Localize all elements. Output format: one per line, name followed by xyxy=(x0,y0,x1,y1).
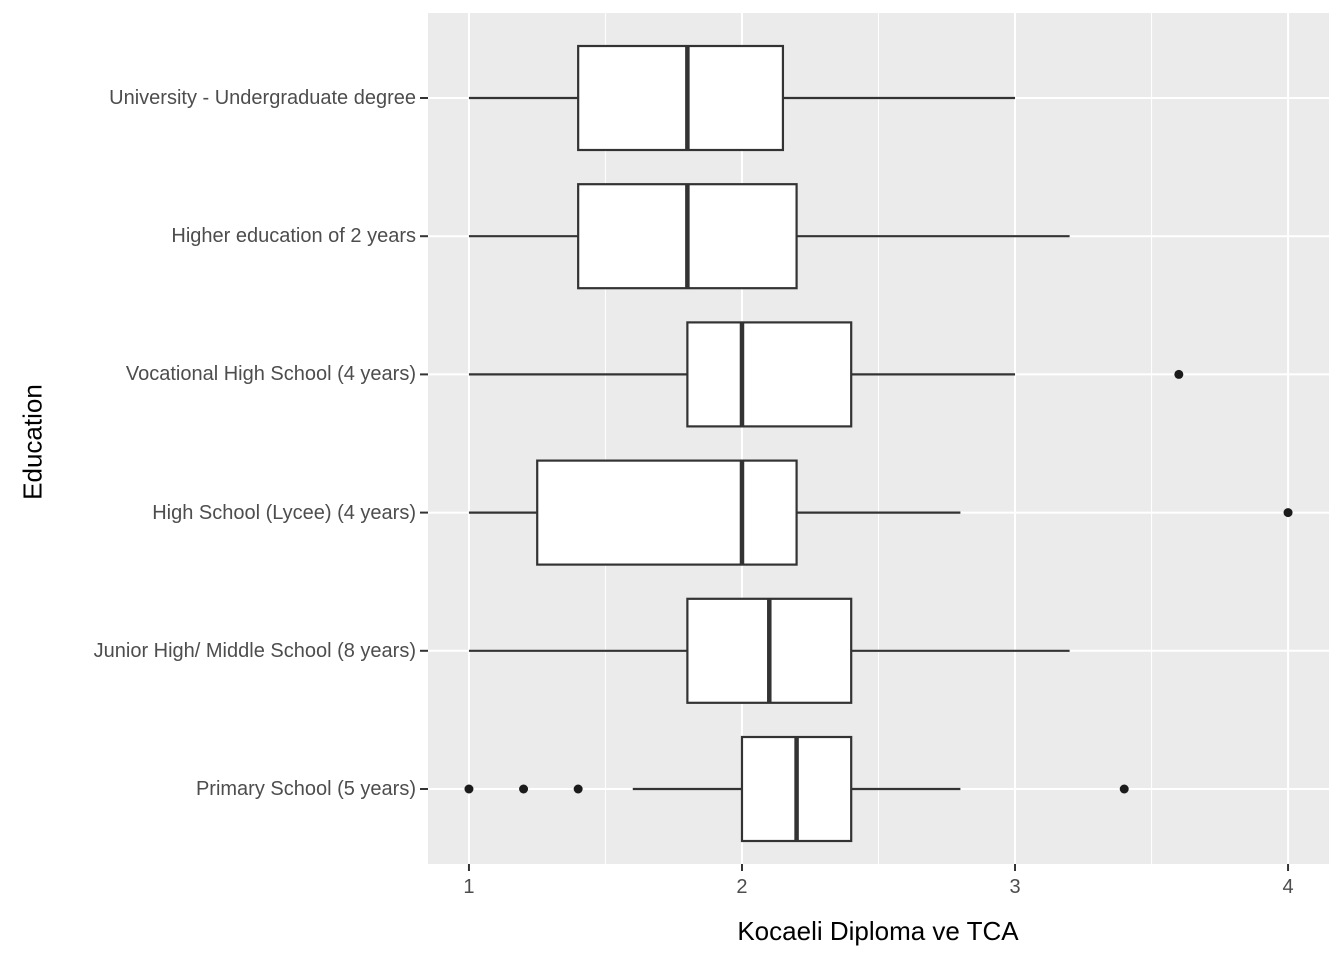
y-tick-label: Higher education of 2 years xyxy=(171,225,416,248)
y-tick-label: Primary School (5 years) xyxy=(195,778,416,800)
outlier-point xyxy=(1174,369,1184,379)
x-tick-label: 3 xyxy=(1009,876,1021,898)
box-iqr xyxy=(577,44,785,152)
x-tick-label: 4 xyxy=(1282,876,1294,898)
y-tick-label: University - Undergraduate degree xyxy=(109,87,416,109)
outlier-point xyxy=(1119,784,1129,794)
y-tick-label: High School (Lycee) (4 years) xyxy=(152,501,416,524)
box-iqr xyxy=(536,459,798,566)
outlier-point xyxy=(464,784,474,794)
outlier-point xyxy=(573,784,583,794)
y-tick-label: Junior High/ Middle School (8 years) xyxy=(93,639,416,662)
x-tick-label: 2 xyxy=(736,876,748,898)
y-axis-title: Education xyxy=(17,384,48,500)
x-tick-label: 1 xyxy=(463,876,475,898)
outlier-point xyxy=(519,784,529,794)
x-axis-title: Kocaeli Diploma ve TCA xyxy=(737,916,1019,946)
box-iqr xyxy=(686,321,853,428)
outlier-point xyxy=(1283,508,1293,518)
y-tick-label: Vocational High School (4 years) xyxy=(125,363,416,386)
